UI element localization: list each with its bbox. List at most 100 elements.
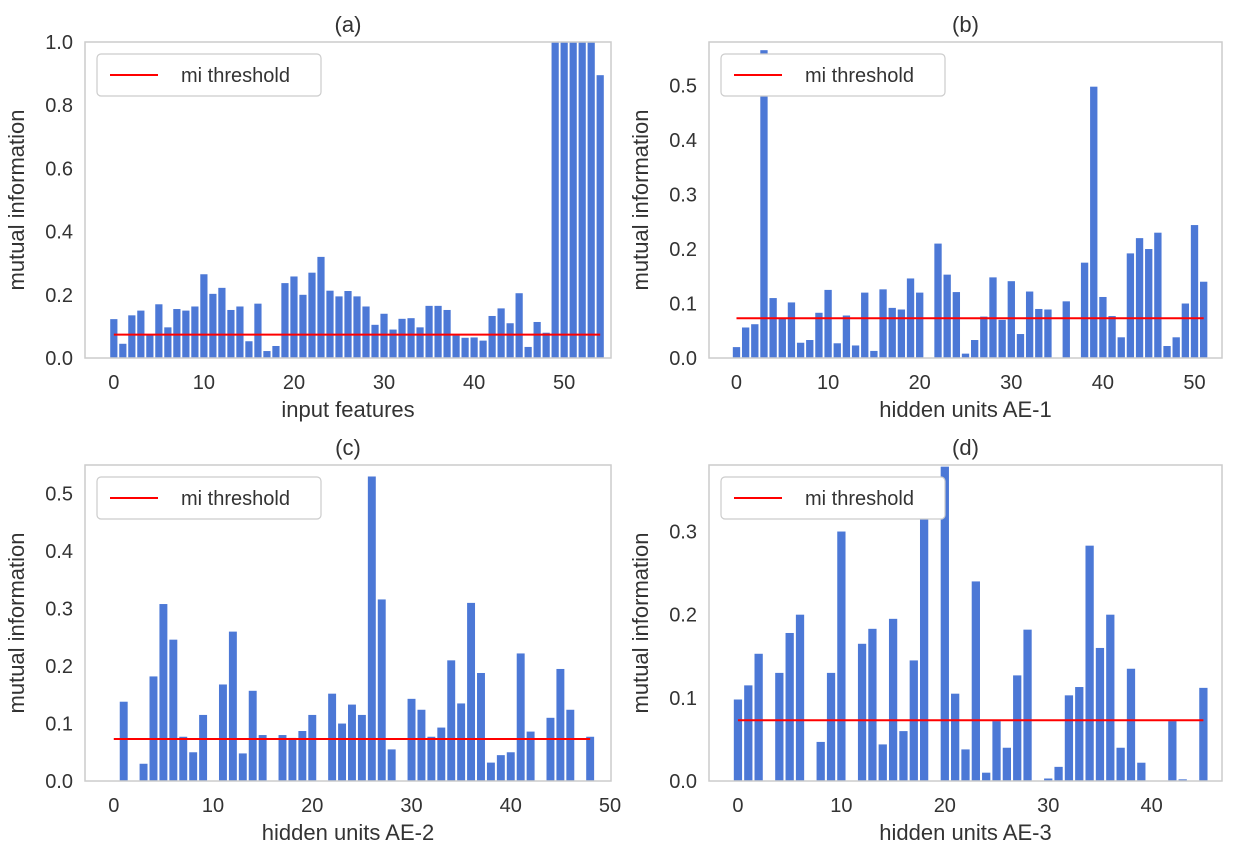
y-tick-label: 0.1 bbox=[669, 688, 697, 710]
chart-panel-a: 0 10 20 30 40 50 0.0 0.2 0.4 0.6 0.8 1.0 (a) input fe… bbox=[4, 12, 612, 422]
bar-54 bbox=[596, 75, 604, 358]
bar-9 bbox=[191, 306, 199, 358]
bar-4 bbox=[775, 672, 784, 781]
y-axis-label: mutual information bbox=[628, 110, 653, 291]
bar-35 bbox=[457, 703, 466, 781]
bar-31 bbox=[389, 329, 397, 358]
bar-27 bbox=[353, 296, 361, 358]
y-axis-label: mutual information bbox=[628, 533, 653, 714]
bar-8 bbox=[806, 340, 814, 358]
bar-28 bbox=[362, 306, 370, 358]
bar-31 bbox=[417, 709, 426, 781]
chart-title: (a) bbox=[335, 12, 362, 37]
x-tick-label-50: 50 bbox=[599, 795, 621, 817]
x-tick-label-0: 0 bbox=[108, 795, 119, 817]
bar-8 bbox=[189, 752, 198, 781]
bar-41 bbox=[479, 340, 487, 358]
x-axis-label: input features bbox=[281, 397, 414, 422]
bar-49 bbox=[551, 42, 559, 358]
bar-39 bbox=[1090, 86, 1098, 358]
bar-9 bbox=[815, 312, 823, 358]
bar-24 bbox=[326, 290, 334, 358]
bar-25 bbox=[992, 721, 1001, 781]
bar-15 bbox=[870, 350, 878, 358]
bar-21 bbox=[299, 294, 307, 358]
bar-36 bbox=[467, 602, 476, 781]
bar-48 bbox=[542, 332, 550, 358]
legend-box bbox=[720, 53, 946, 97]
bar-48 bbox=[586, 736, 595, 781]
bar-39 bbox=[461, 337, 469, 358]
bar-7 bbox=[796, 342, 805, 358]
bar-15 bbox=[258, 735, 267, 781]
bar-36 bbox=[1106, 614, 1115, 781]
bar-6 bbox=[169, 639, 178, 781]
bar-4 bbox=[146, 334, 154, 358]
bar-2 bbox=[751, 324, 759, 358]
bar-5 bbox=[778, 317, 786, 358]
y-tick-label: 0.0 bbox=[669, 348, 697, 370]
legend: mi threshold bbox=[720, 476, 946, 520]
bar-0 bbox=[733, 699, 743, 781]
bar-40 bbox=[1099, 296, 1107, 358]
bar-series bbox=[119, 476, 595, 781]
chart-title: (c) bbox=[335, 435, 361, 460]
bar-33 bbox=[1075, 687, 1084, 781]
bar-10 bbox=[837, 531, 846, 781]
y-axis-label: mutual information bbox=[4, 533, 29, 714]
bar-20 bbox=[308, 714, 317, 781]
bar-23 bbox=[971, 581, 980, 781]
y-tick-label: 0.5 bbox=[45, 484, 73, 506]
bar-52 bbox=[578, 42, 586, 358]
bar-12 bbox=[218, 287, 226, 358]
bar-16 bbox=[254, 303, 262, 358]
chart-panel-b: 0 10 20 30 40 50 0.0 0.1 0.2 0.3 0.4 0.5 (b) hidden u… bbox=[628, 12, 1223, 422]
bar-27 bbox=[980, 316, 988, 358]
bar-53 bbox=[587, 42, 595, 358]
bar-17 bbox=[888, 307, 896, 358]
x-tick-label-50: 50 bbox=[1183, 372, 1205, 394]
x-axis-label: hidden units AE-3 bbox=[879, 820, 1051, 845]
bar-45 bbox=[515, 293, 523, 358]
y-tick-label: 0.0 bbox=[45, 771, 73, 793]
bar-22 bbox=[308, 272, 316, 358]
x-tick-label-20: 20 bbox=[909, 372, 931, 394]
bar-33 bbox=[407, 318, 415, 358]
bar-38 bbox=[1126, 668, 1136, 781]
y-tick-label: 0.1 bbox=[45, 714, 73, 736]
bar-32 bbox=[1025, 291, 1034, 358]
bar-47 bbox=[533, 321, 541, 358]
bar-19 bbox=[281, 283, 289, 358]
bar-32 bbox=[398, 318, 406, 358]
y-tick-label: 0.8 bbox=[45, 95, 73, 117]
bar-34 bbox=[1085, 545, 1094, 781]
bar-26 bbox=[367, 476, 376, 781]
bar-20 bbox=[940, 466, 949, 781]
x-tick-label-30: 30 bbox=[373, 372, 395, 394]
bar-26 bbox=[1002, 747, 1011, 781]
bar-30 bbox=[380, 313, 388, 358]
bar-30 bbox=[1044, 778, 1053, 781]
bar-28 bbox=[1023, 629, 1032, 781]
bar-40 bbox=[470, 337, 478, 358]
legend: mi threshold bbox=[720, 53, 946, 97]
legend-box bbox=[96, 476, 322, 520]
bar-14 bbox=[236, 306, 244, 358]
bar-35 bbox=[1095, 647, 1105, 781]
x-tick-label-40: 40 bbox=[1141, 795, 1163, 817]
x-tick-label-0: 0 bbox=[732, 795, 743, 817]
chart-title: (d) bbox=[952, 435, 979, 460]
x-tick-label-30: 30 bbox=[1037, 795, 1059, 817]
bar-18 bbox=[272, 345, 280, 358]
bar-39 bbox=[1137, 762, 1146, 781]
bar-22 bbox=[961, 749, 970, 781]
bar-25 bbox=[357, 714, 366, 781]
bar-18 bbox=[288, 737, 297, 781]
bar-34 bbox=[447, 660, 456, 781]
bar-14 bbox=[861, 292, 869, 358]
bar-44 bbox=[506, 323, 514, 358]
y-tick-label: 0.2 bbox=[45, 285, 73, 307]
bar-26 bbox=[344, 291, 352, 358]
x-tick-label-30: 30 bbox=[1000, 372, 1022, 394]
bar-29 bbox=[371, 324, 379, 358]
